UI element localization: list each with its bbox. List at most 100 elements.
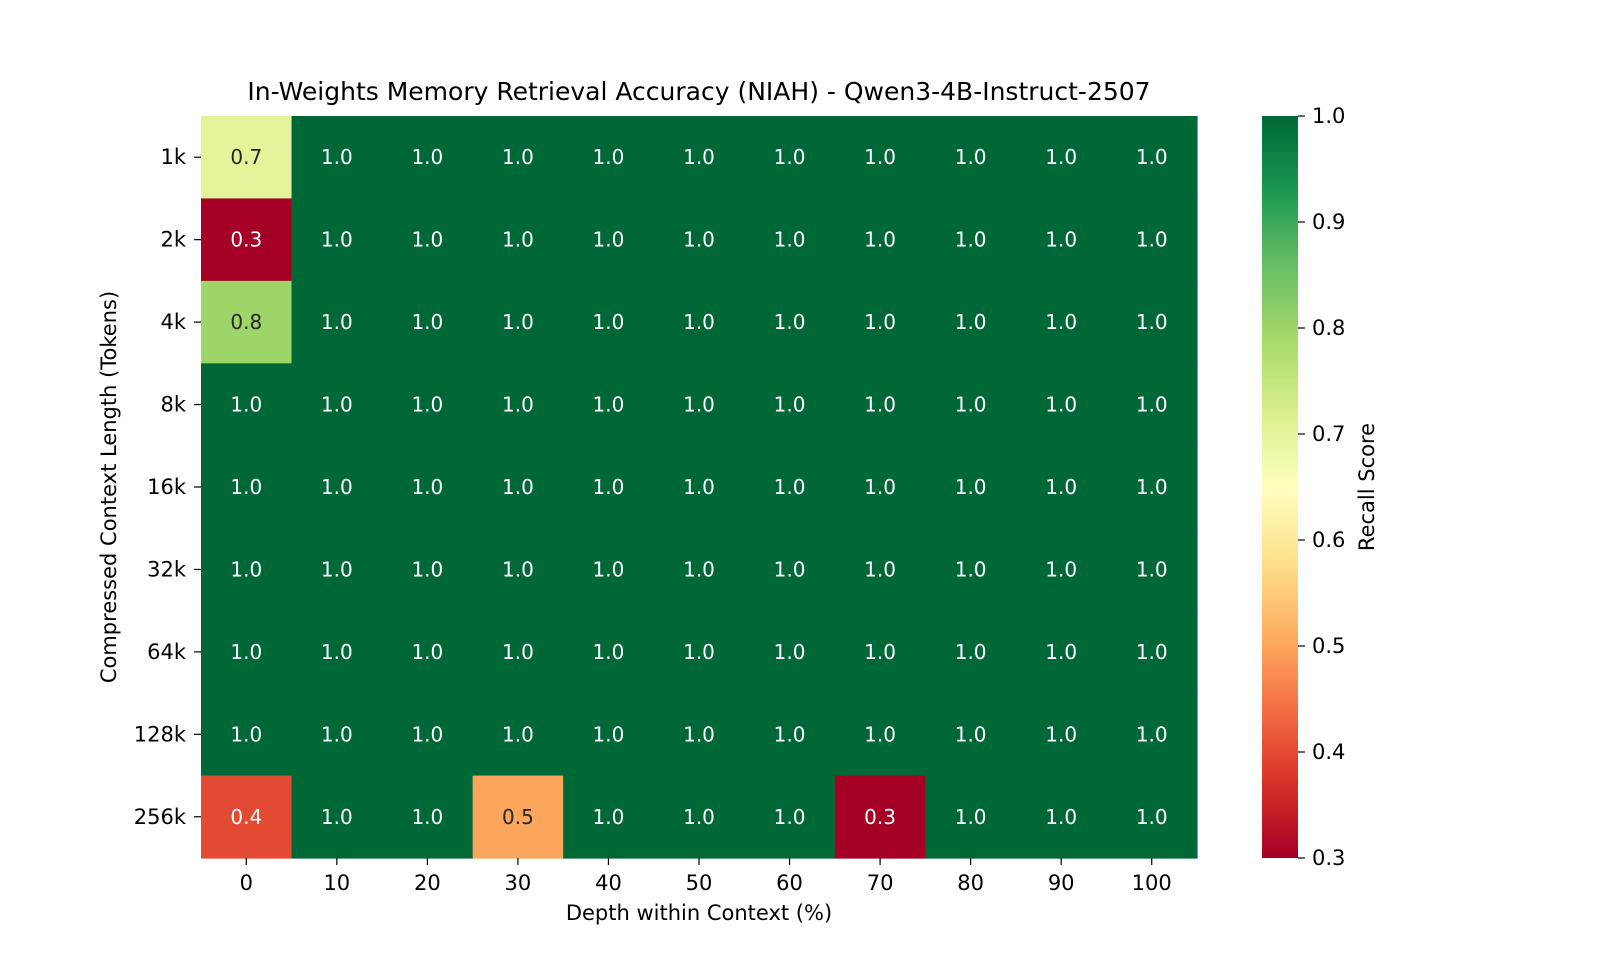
heatmap-cell (291, 280, 383, 364)
heatmap-cell (472, 693, 564, 777)
cell-value-label: 1.0 (683, 310, 715, 334)
heatmap-cell (653, 116, 745, 200)
heatmap-cell (563, 198, 655, 282)
cell-value-label: 1.0 (774, 145, 806, 169)
heatmap-cell (563, 528, 655, 612)
heatmap-cell (653, 693, 745, 777)
y-tick-label: 1k (160, 145, 186, 169)
heatmap-cell (382, 528, 474, 612)
heatmap-cell (563, 775, 655, 859)
heatmap-cell (1106, 280, 1198, 364)
x-tick-label: 90 (1048, 871, 1075, 895)
x-tick-label: 50 (686, 871, 713, 895)
y-tick-label: 256k (134, 805, 187, 829)
colorbar-tick-label: 1.0 (1312, 104, 1345, 128)
cell-value-label: 1.0 (864, 145, 896, 169)
heatmap-cell (291, 693, 383, 777)
colorbar-tick-label: 0.5 (1312, 634, 1345, 658)
heatmap-cell (201, 363, 293, 447)
cell-value-label: 1.0 (864, 722, 896, 746)
cell-value-label: 1.0 (230, 722, 262, 746)
cell-value-label: 1.0 (502, 310, 534, 334)
heatmap-cell-labels: 0.7 1.0 1.0 1.0 1.0 1.0 1.0 1.0 1.0 1.0 1.0 0.3 1.0 1… (230, 145, 1167, 829)
heatmap-cell (382, 116, 474, 200)
heatmap-cell (563, 116, 655, 200)
heatmap-cell (201, 198, 293, 282)
heatmap-cell (925, 445, 1017, 529)
heatmap-cell (563, 445, 655, 529)
cell-value-label: 1.0 (230, 640, 262, 664)
cell-value-label: 1.0 (502, 145, 534, 169)
cell-value-label: 1.0 (1045, 228, 1077, 252)
heatmap-cell (382, 280, 474, 364)
cell-value-label: 1.0 (1045, 475, 1077, 499)
x-tick-label: 100 (1132, 871, 1172, 895)
cell-value-label: 0.5 (502, 805, 534, 829)
heatmap-cell (653, 280, 745, 364)
heatmap-cell (925, 198, 1017, 282)
cell-value-label: 1.0 (955, 310, 987, 334)
heatmap-cell (291, 445, 383, 529)
colorbar-label: Recall Score (1355, 423, 1379, 551)
cell-value-label: 1.0 (955, 722, 987, 746)
heatmap-cell (201, 693, 293, 777)
cell-value-label: 1.0 (1136, 722, 1168, 746)
heatmap-cell (925, 116, 1017, 200)
heatmap-cell (291, 528, 383, 612)
colorbar: 0.3 0.4 0.5 0.6 0.7 0.8 0.9 1.0 (1262, 104, 1345, 870)
heatmap-cell (201, 445, 293, 529)
heatmap-cell (925, 610, 1017, 694)
cell-value-label: 0.3 (864, 805, 896, 829)
cell-value-label: 1.0 (411, 393, 443, 417)
cell-value-label: 1.0 (774, 310, 806, 334)
heatmap-cell (925, 280, 1017, 364)
heatmap-cell (201, 610, 293, 694)
heatmap-cell (1015, 363, 1108, 447)
cell-value-label: 1.0 (321, 475, 353, 499)
cell-value-label: 1.0 (955, 557, 987, 581)
cell-value-label: 1.0 (864, 557, 896, 581)
cell-value-label: 1.0 (774, 393, 806, 417)
cell-value-label: 1.0 (593, 475, 625, 499)
cell-value-label: 1.0 (1136, 475, 1168, 499)
heatmap-cell (925, 528, 1017, 612)
x-tick-label: 70 (867, 871, 894, 895)
heatmap-cell (563, 693, 655, 777)
heatmap-cell (382, 363, 474, 447)
heatmap-cell (472, 610, 564, 694)
heatmap-cell (382, 775, 474, 859)
heatmap-cell (201, 528, 293, 612)
x-tick-label: 0 (240, 871, 253, 895)
chart-title: In-Weights Memory Retrieval Accuracy (NI… (247, 77, 1150, 106)
heatmap-cell (382, 445, 474, 529)
y-tick-label: 16k (147, 475, 187, 499)
cell-value-label: 1.0 (1136, 393, 1168, 417)
heatmap-cell (472, 445, 564, 529)
cell-value-label: 1.0 (864, 475, 896, 499)
cell-value-label: 1.0 (593, 228, 625, 252)
cell-value-label: 1.0 (683, 557, 715, 581)
cell-value-label: 1.0 (864, 393, 896, 417)
heatmap-cell (744, 116, 836, 200)
cell-value-label: 1.0 (683, 393, 715, 417)
cell-value-label: 1.0 (321, 805, 353, 829)
heatmap-cell (1015, 528, 1108, 612)
cell-value-label: 1.0 (321, 557, 353, 581)
heatmap-cell (291, 116, 383, 200)
cell-value-label: 1.0 (502, 640, 534, 664)
cell-value-label: 1.0 (1136, 557, 1168, 581)
y-tick-label: 8k (160, 393, 186, 417)
cell-value-label: 1.0 (774, 722, 806, 746)
heatmap-cell (472, 775, 564, 859)
cell-value-label: 1.0 (1136, 228, 1168, 252)
cell-value-label: 1.0 (321, 310, 353, 334)
x-tick-label: 30 (505, 871, 532, 895)
heatmap-cell (925, 363, 1017, 447)
cell-value-label: 1.0 (955, 145, 987, 169)
heatmap-cell (653, 363, 745, 447)
cell-value-label: 1.0 (321, 722, 353, 746)
heatmap-cell (201, 775, 293, 859)
y-tick-label: 4k (160, 310, 186, 334)
cell-value-label: 1.0 (955, 475, 987, 499)
cell-value-label: 1.0 (864, 228, 896, 252)
